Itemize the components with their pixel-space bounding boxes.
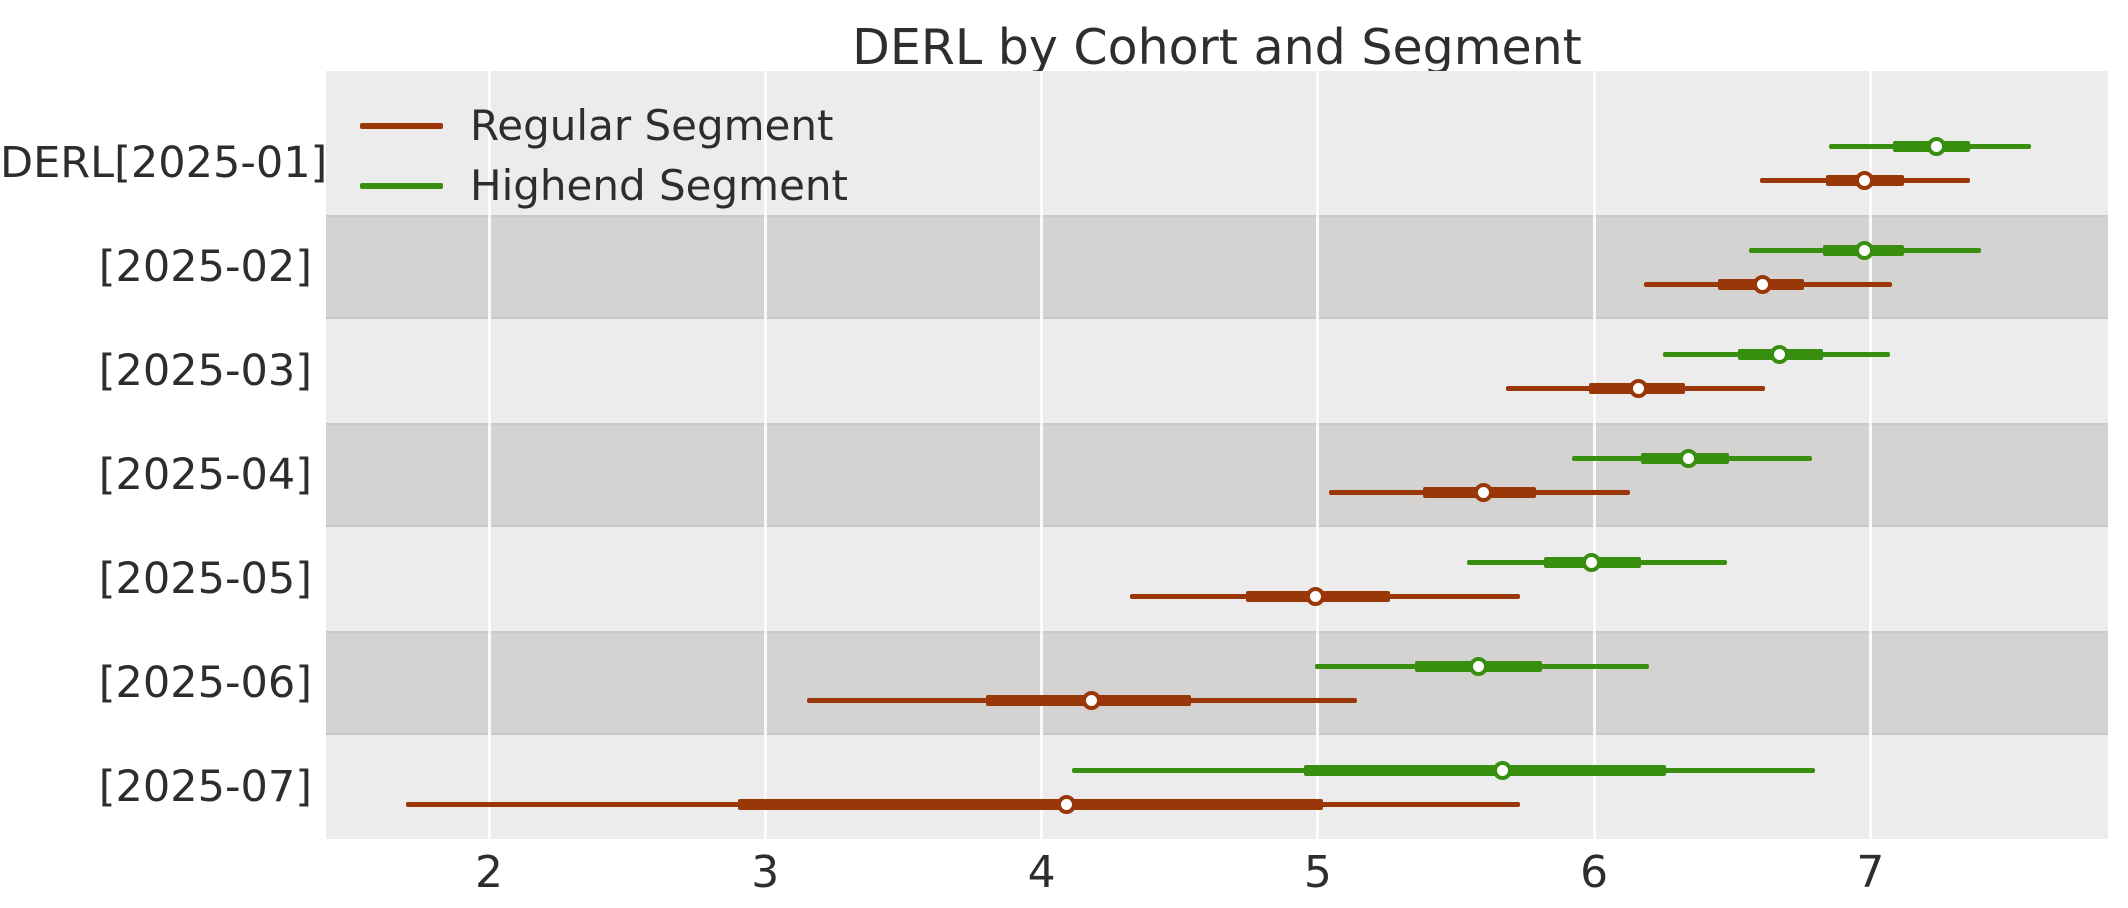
median-marker [1305, 586, 1325, 606]
legend-line-swatch [360, 123, 443, 129]
legend-item: Highend Segment [360, 158, 848, 214]
x-axis-tick-label: 2 [475, 847, 503, 898]
inner-interval [1304, 764, 1666, 776]
gridline [1040, 71, 1044, 839]
median-marker [1081, 690, 1101, 710]
y-axis-label: [2025-06] [98, 658, 312, 708]
median-marker [1769, 344, 1789, 364]
legend-item-label: Regular Segment [470, 101, 834, 150]
x-axis-tick-label: 3 [751, 847, 780, 898]
x-axis-tick-label: 4 [1027, 847, 1056, 898]
y-axis-label: [2025-05] [98, 554, 312, 604]
chart-title: DERL by Cohort and Segment [852, 19, 1582, 76]
y-axis-label: DERL[2025-01] [0, 138, 328, 188]
plot-area [326, 71, 2108, 839]
y-axis-label: [2025-02] [98, 242, 312, 292]
legend-item-label: Highend Segment [470, 161, 848, 210]
y-axis-label: [2025-04] [98, 450, 312, 500]
median-marker [1474, 482, 1494, 502]
gridline [1592, 71, 1596, 839]
median-marker [1855, 170, 1875, 190]
inner-interval [737, 798, 1324, 810]
median-marker [1678, 448, 1698, 468]
median-marker [1753, 274, 1773, 294]
shaded-row-band [326, 423, 2108, 527]
median-marker [1855, 240, 1875, 260]
median-marker [1628, 378, 1648, 398]
median-marker [1056, 794, 1076, 814]
gridline [1868, 71, 1872, 839]
y-axis-label: [2025-03] [98, 346, 312, 396]
x-axis-tick-label: 7 [1856, 847, 1885, 898]
median-marker [1493, 760, 1513, 780]
legend-line-swatch [360, 183, 443, 189]
y-axis-label: [2025-07] [98, 762, 312, 812]
legend-item: Regular Segment [360, 98, 833, 154]
median-marker [1927, 136, 1947, 156]
shaded-row-band [326, 215, 2108, 319]
x-axis-tick-label: 5 [1303, 847, 1332, 898]
gridline [763, 71, 767, 839]
gridline [487, 71, 491, 839]
median-marker [1581, 552, 1601, 572]
median-marker [1468, 656, 1488, 676]
x-axis-tick-label: 6 [1580, 847, 1609, 898]
gridline [1316, 71, 1320, 839]
shaded-row-band [326, 631, 2108, 735]
